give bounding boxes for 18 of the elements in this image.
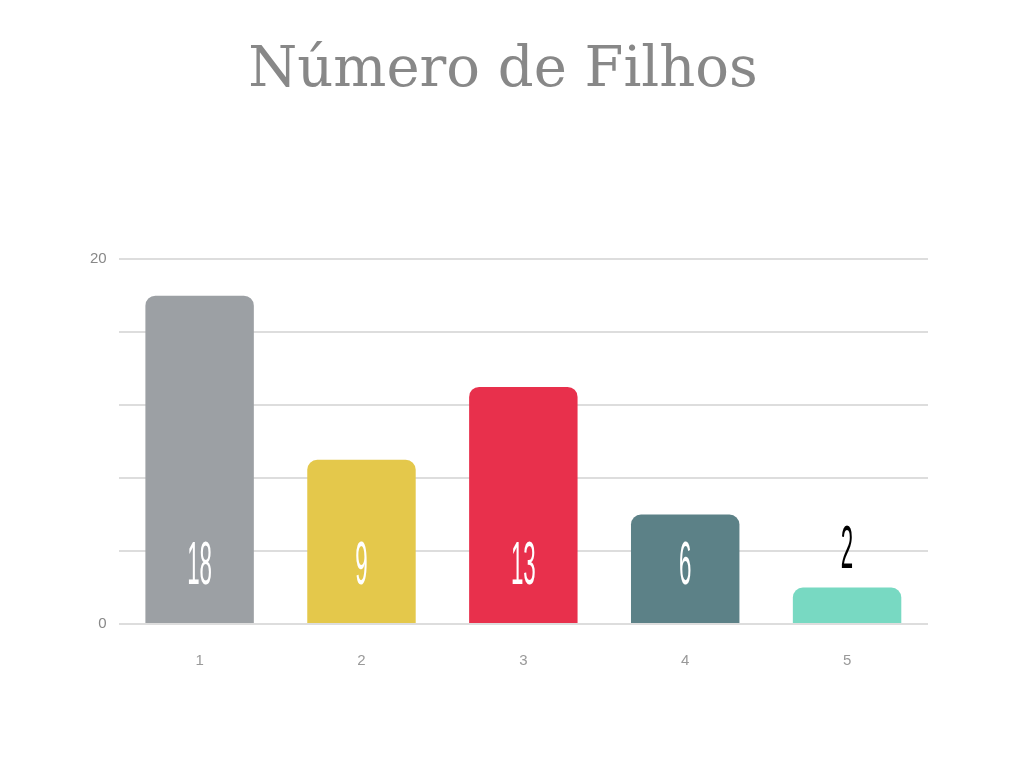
y-tick-label: 0 — [98, 614, 107, 632]
x-tick-label: 4 — [681, 651, 690, 669]
bar — [469, 386, 578, 623]
data-label: 6 — [679, 528, 692, 598]
x-tick-label: 1 — [195, 651, 204, 669]
data-label: 9 — [355, 528, 368, 598]
x-tick-label: 2 — [357, 651, 366, 669]
chart-title: Número de Filhos — [248, 34, 758, 100]
bar — [792, 587, 902, 623]
data-label: 18 — [187, 528, 213, 598]
bar — [145, 295, 254, 623]
data-label: 13 — [510, 528, 536, 598]
data-label: 2 — [840, 511, 854, 581]
y-tick-label: 20 — [90, 249, 107, 267]
x-tick-label: 5 — [842, 651, 852, 669]
bar — [630, 514, 740, 623]
bar — [307, 459, 416, 623]
x-tick-label: 3 — [519, 651, 528, 669]
